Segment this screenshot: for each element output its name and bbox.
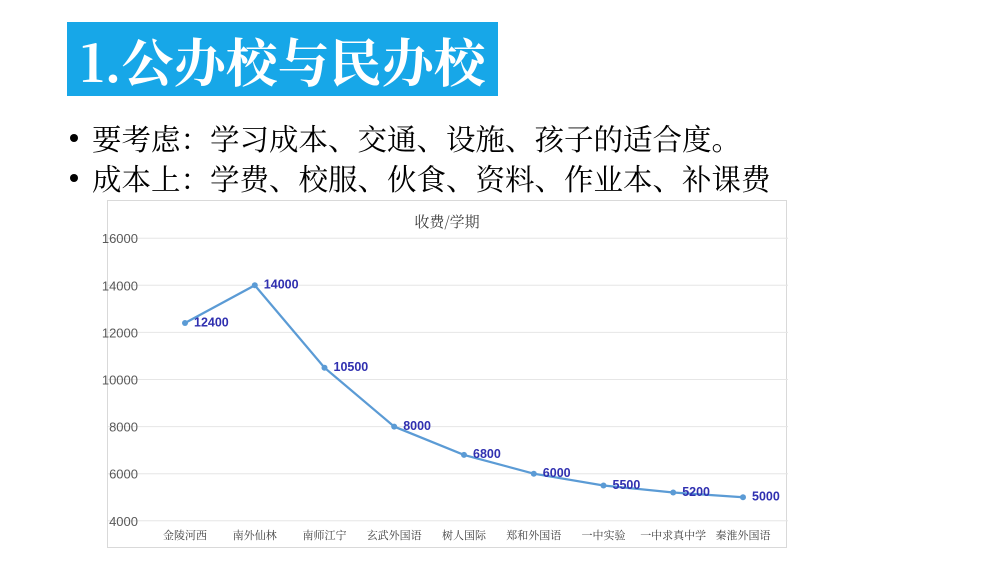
svg-text:12000: 12000: [102, 325, 138, 340]
svg-text:玄武外国语: 玄武外国语: [367, 527, 422, 543]
svg-text:郑和外国语: 郑和外国语: [506, 527, 561, 543]
svg-text:5500: 5500: [613, 478, 641, 492]
svg-text:4000: 4000: [109, 514, 138, 529]
svg-text:南外仙林: 南外仙林: [233, 527, 277, 543]
svg-text:金陵河西: 金陵河西: [163, 527, 207, 543]
svg-text:8000: 8000: [403, 419, 431, 433]
svg-text:6800: 6800: [473, 447, 501, 461]
svg-text:14000: 14000: [102, 278, 138, 293]
svg-text:16000: 16000: [102, 231, 138, 246]
svg-text:8000: 8000: [109, 420, 138, 435]
svg-text:6000: 6000: [543, 466, 571, 480]
svg-text:一中实验: 一中实验: [582, 527, 626, 543]
svg-text:树人国际: 树人国际: [442, 527, 487, 543]
svg-text:6000: 6000: [109, 467, 138, 482]
svg-text:12400: 12400: [194, 315, 229, 329]
svg-text:5000: 5000: [752, 489, 780, 503]
svg-text:秦淮外国语: 秦淮外国语: [716, 527, 771, 543]
svg-text:一中求真中学: 一中求真中学: [640, 527, 706, 543]
svg-text:10000: 10000: [102, 373, 138, 388]
svg-text:南师江宁: 南师江宁: [303, 527, 347, 543]
svg-text:14000: 14000: [264, 278, 299, 292]
svg-text:5200: 5200: [682, 485, 710, 499]
svg-text:10500: 10500: [334, 360, 369, 374]
